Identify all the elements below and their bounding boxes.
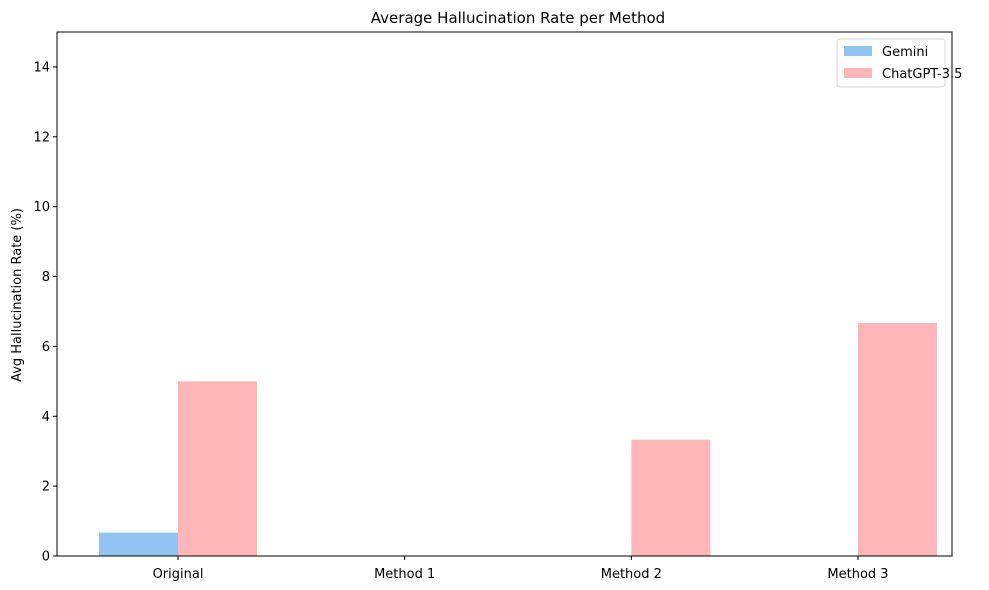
y-axis-label: Avg Hallucination Rate (%) [10,208,25,382]
y-tick-label: 14 [33,60,50,75]
chart-title: Average Hallucination Rate per Method [371,9,665,27]
legend-label: Gemini [882,45,928,60]
y-axis: 0 2 4 6 8 10 12 14 [33,60,57,565]
bar-gemini-original [99,532,178,556]
x-tick-label: Method 3 [827,567,888,582]
bar-chatgpt-3-5-method-3 [858,322,937,556]
x-tick-label: Method 2 [601,567,662,582]
plot-frame [56,31,953,557]
legend-label: ChatGPT-3.5 [882,67,962,82]
bar-chatgpt-3-5-method-2 [631,439,711,556]
legend: Gemini ChatGPT-3.5 [836,38,962,88]
x-axis: Original Method 1 Method 2 Method 3 [153,556,889,582]
x-tick-label: Method 1 [374,567,435,582]
y-tick-label: 2 [42,480,50,495]
x-tick-label: Original [153,567,204,582]
y-tick-label: 0 [42,550,50,565]
y-tick-label: 12 [33,130,50,145]
bar-chatgpt-3-5-original [178,381,257,556]
legend-swatch [844,46,872,56]
y-tick-label: 6 [42,340,50,355]
y-tick-label: 8 [42,270,50,285]
plot-area: 0 2 4 6 8 10 12 14 Original Method 1 Method 2 Meth… [33,31,953,582]
legend-swatch [844,68,872,78]
bars-group [99,322,937,556]
y-tick-label: 4 [42,410,50,425]
y-tick-label: 10 [33,200,50,215]
